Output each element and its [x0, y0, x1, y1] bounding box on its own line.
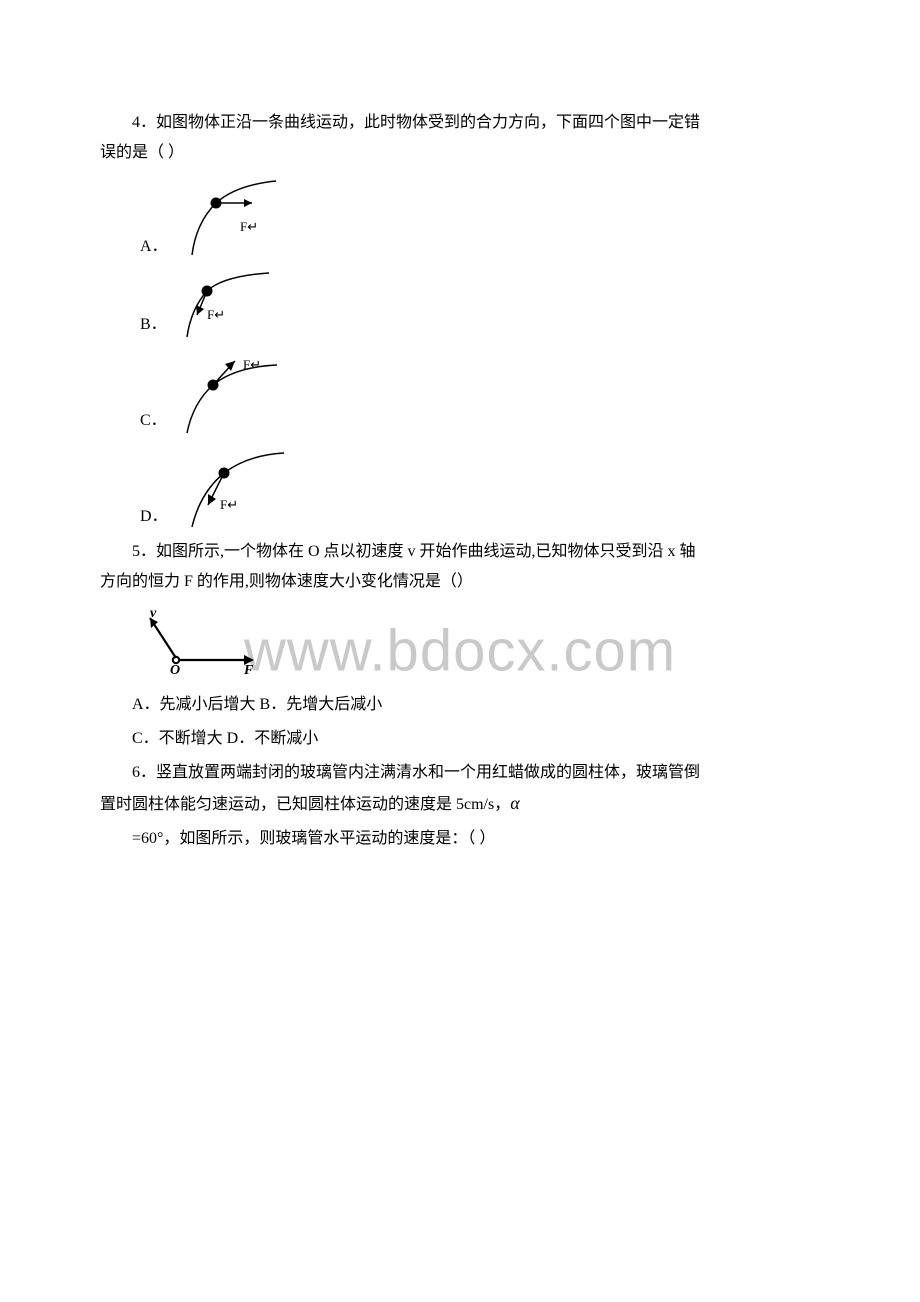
q4-diagram-d: F↵ [174, 443, 289, 533]
page-content: 4．如图物体正沿一条曲线运动，此时物体受到的合力方向，下面四个图中一定错 误的是… [100, 110, 820, 852]
q5-v-label: v [150, 608, 157, 621]
q4-label-a: A． [140, 234, 168, 264]
q6-text-2: 置时圆柱体能匀速运动，已知圆柱体运动的速度是 5cm/s，α [100, 789, 820, 818]
q4-option-c: C． F↵ [140, 347, 820, 437]
q6-text-1: 6．竖直放置两端封闭的玻璃管内注满清水和一个用红蜡做成的圆柱体，玻璃管倒 [100, 760, 820, 786]
q4-option-b: B． F↵ [140, 269, 820, 341]
q5-f-label: F [243, 663, 254, 678]
q5-text-1: 5．如图所示,一个物体在 O 点以初速度 v 开始作曲线运动,已知物体只受到沿 … [100, 539, 820, 565]
q4-diagram-c: F↵ [173, 347, 288, 437]
q4-option-a: A． F↵ [140, 173, 820, 263]
q4-diagram-a: F↵ [174, 173, 289, 263]
q5-options-1: A．先减小后增大 B．先增大后减小 [100, 692, 820, 718]
force-label-a: F↵ [240, 219, 258, 234]
force-label-c: F↵ [243, 357, 261, 372]
q4-diagram-b: F↵ [173, 269, 288, 341]
q6-text-2a: 置时圆柱体能匀速运动，已知圆柱体运动的速度是 5cm/s， [100, 796, 510, 813]
alpha-symbol: α [510, 793, 519, 813]
q5-options-2: C．不断增大 D．不断减小 [100, 726, 820, 752]
q4-label-c: C． [140, 408, 167, 438]
force-label-d: F↵ [220, 497, 238, 512]
q4-text-2: 误的是（ ） [100, 140, 820, 166]
q4-label-d: D． [140, 504, 168, 534]
q5-text-2: 方向的恒力 F 的作用,则物体速度大小变化情况是（） [100, 569, 820, 595]
q5-o-label: O [170, 663, 180, 678]
q4-label-b: B． [140, 312, 167, 342]
q4-text-1: 4．如图物体正沿一条曲线运动，此时物体受到的合力方向，下面四个图中一定错 [100, 110, 820, 136]
q4-option-d: D． F↵ [140, 443, 820, 533]
q5-diagram: v O F [140, 608, 270, 678]
force-label-b: F↵ [207, 307, 225, 322]
q6-text-3: =60°，如图所示，则玻璃管水平运动的速度是：（ ） [100, 826, 820, 852]
